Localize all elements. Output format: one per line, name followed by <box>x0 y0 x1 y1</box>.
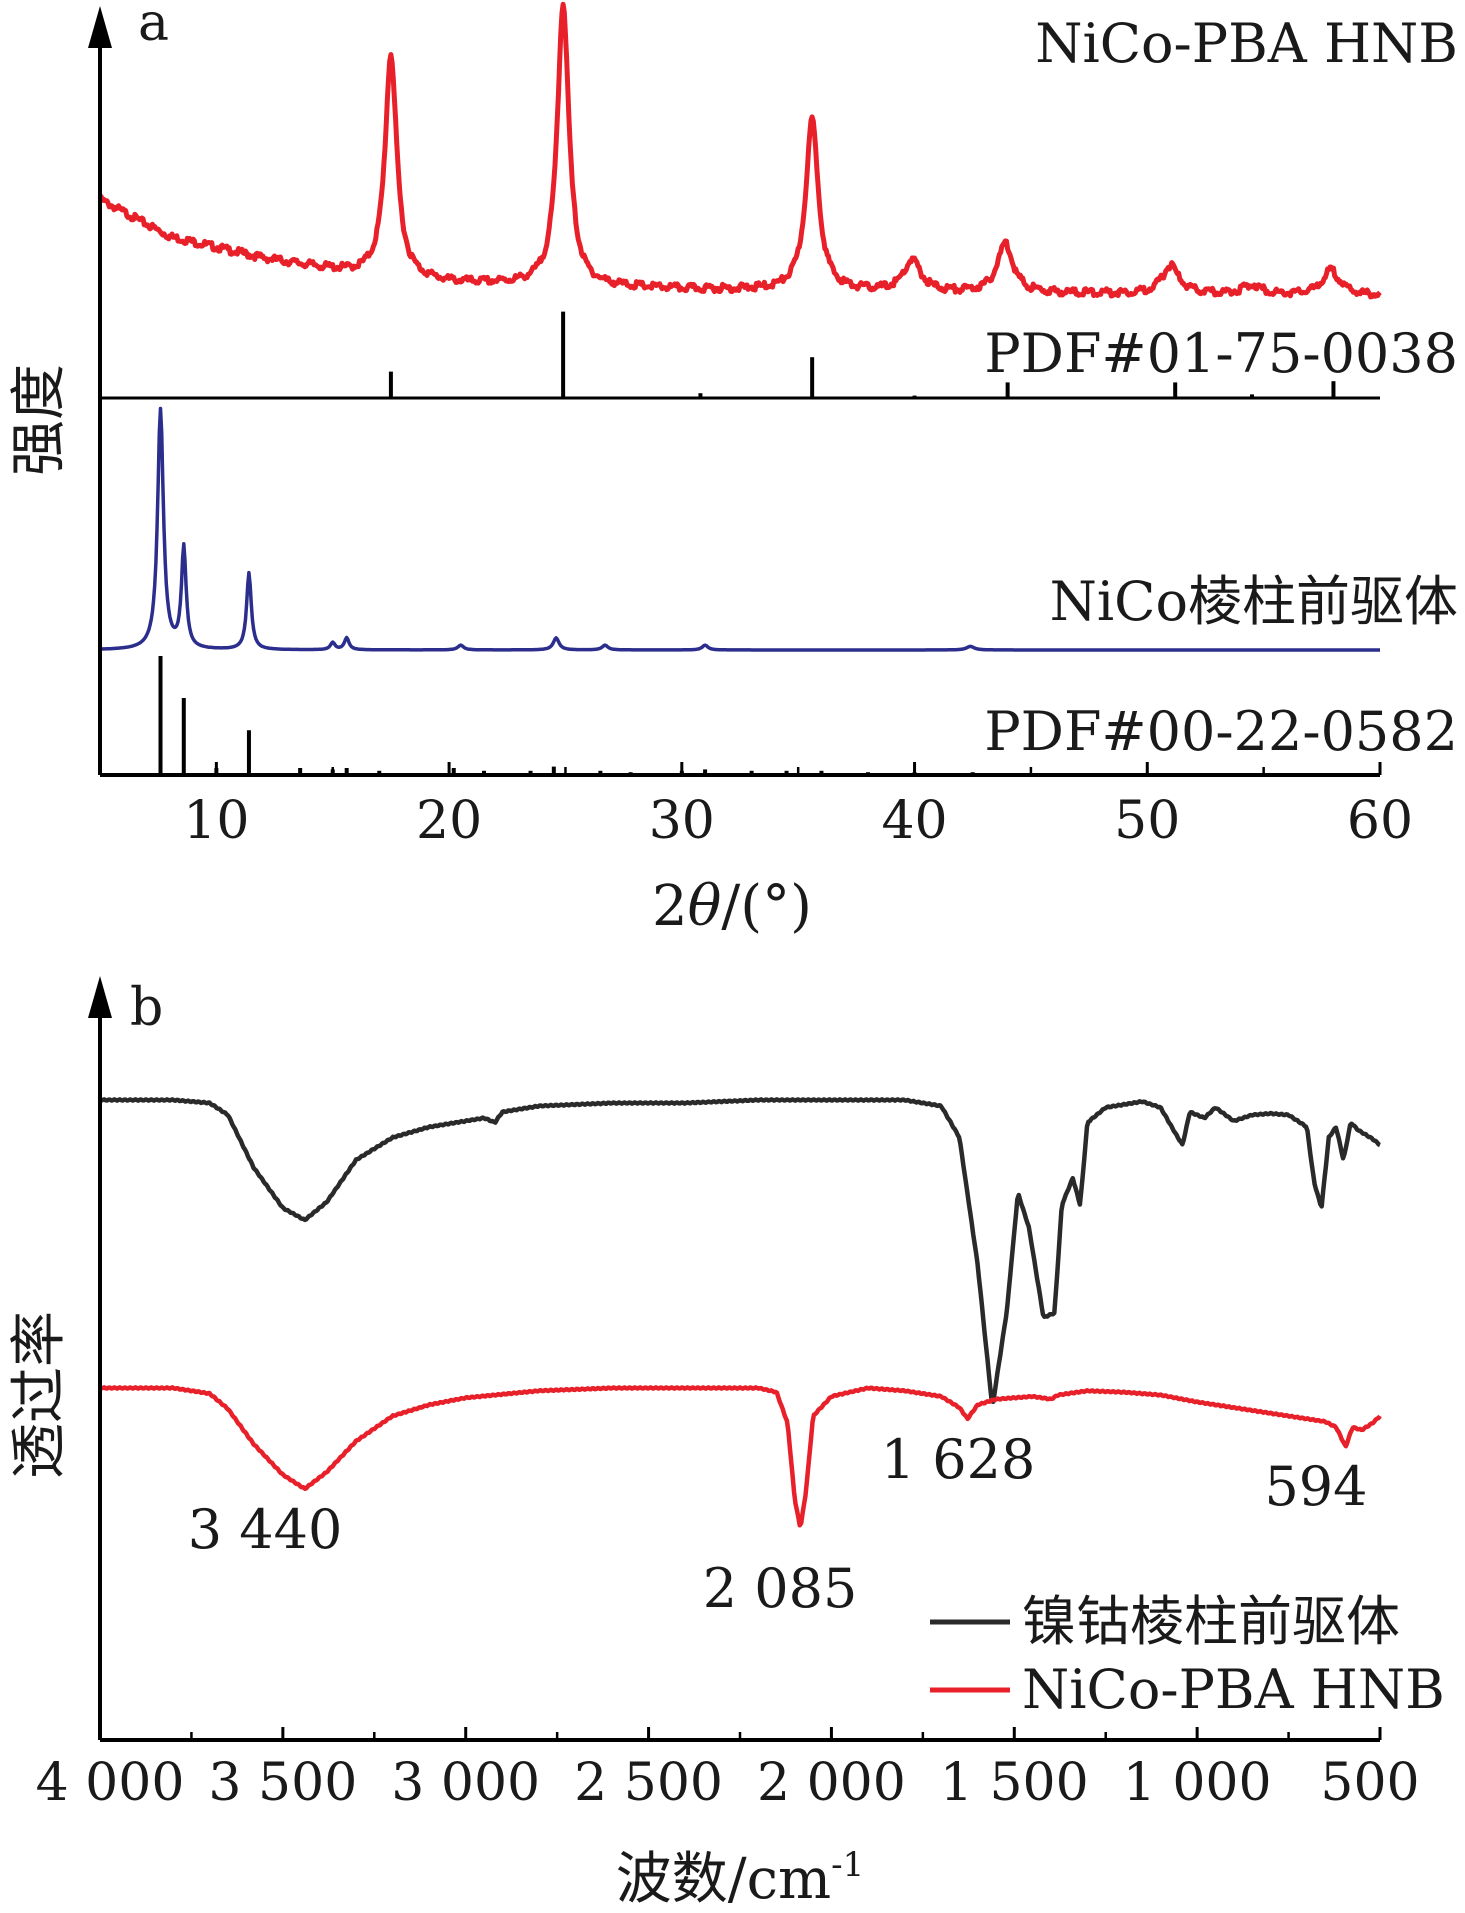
panel-a-x-ticks: 10 20 30 40 50 60 <box>98 762 1413 851</box>
panel-a-x-tick-label: 40 <box>881 791 947 851</box>
panel-a-label: a <box>138 0 169 53</box>
panel-a-x-tick-label: 10 <box>183 791 249 851</box>
panel-a-y-axis-title: 强度 <box>7 364 72 476</box>
panel-b-annotations: 3 440 2 085 1 628 594 <box>188 1428 1368 1620</box>
panel-b-x-tick-label: 2 000 <box>757 1753 906 1813</box>
panel-b-legend: 镍钴棱柱前驱体 NiCo-PBA HNB <box>930 1590 1445 1721</box>
panel-a-x-tick-label: 60 <box>1347 791 1413 851</box>
panel-a-x-tick-label: 30 <box>649 791 715 851</box>
panel-b-x-tick-label: 4 000 <box>36 1753 185 1813</box>
legend-label-precursor: 镍钴棱柱前驱体 <box>1022 1590 1400 1653</box>
panel-b-label: b <box>130 978 163 1038</box>
panel-b-peak-annotation: 1 628 <box>881 1428 1036 1491</box>
panel-a: 10 20 30 40 50 60 a 2θ/(°) 强度 NiCo-PBA HNB PD… <box>7 0 1458 939</box>
panel-a-series-label-nico-precursor: NiCo棱柱前驱体 <box>1050 570 1458 633</box>
panel-b-y-axis-arrow <box>88 976 112 1018</box>
panel-a-x-tick-label: 50 <box>1114 791 1180 851</box>
panel-a-series-label-pdf-01-75-0038: PDF#01-75-0038 <box>984 322 1458 385</box>
panel-b-x-ticks: 4 000 3 500 3 000 2 500 2 000 1 500 1 000 500 <box>36 1727 1420 1813</box>
legend-label-nico-pba-hnb: NiCo-PBA HNB <box>1022 1658 1445 1721</box>
panel-a-series-label-nico-pba-hnb: NiCo-PBA HNB <box>1035 12 1458 75</box>
panel-b-peak-annotation: 3 440 <box>188 1498 343 1561</box>
panel-a-series-2-line <box>99 406 1381 652</box>
panel-a-y-axis-arrow <box>88 6 112 48</box>
panel-a-plot-area <box>97 1 1382 777</box>
panel-b-x-tick-label: 1 000 <box>1123 1753 1272 1813</box>
panel-b-peak-annotation: 2 085 <box>703 1557 858 1620</box>
panel-b-series-0-line <box>99 1097 1381 1405</box>
panel-b-x-axis-title: 波数/cm-1 <box>616 1845 864 1912</box>
panel-b-x-tick-label: 3 000 <box>391 1753 540 1813</box>
panel-b-peak-annotation: 594 <box>1264 1455 1367 1518</box>
panel-b-series-1-line <box>99 1385 1382 1528</box>
panel-b-x-tick-label: 1 500 <box>940 1753 1089 1813</box>
panel-b-x-tick-label: 2 500 <box>574 1753 723 1813</box>
panel-a-x-tick-label: 20 <box>416 791 482 851</box>
panel-b-x-tick-label: 3 500 <box>208 1753 357 1813</box>
panel-a-x-axis-title: 2θ/(°) <box>652 874 812 939</box>
panel-b-x-tick-label: 500 <box>1320 1753 1419 1813</box>
panel-b: 4 000 3 500 3 000 2 500 2 000 1 500 1 000 500 b… <box>7 976 1445 1912</box>
panel-b-plot-area <box>99 1097 1382 1528</box>
panel-b-y-axis-title: 透过率 <box>7 1311 72 1479</box>
panel-a-series-0-line <box>97 1 1382 300</box>
panel-a-series-label-pdf-00-22-0582: PDF#00-22-0582 <box>984 700 1458 763</box>
